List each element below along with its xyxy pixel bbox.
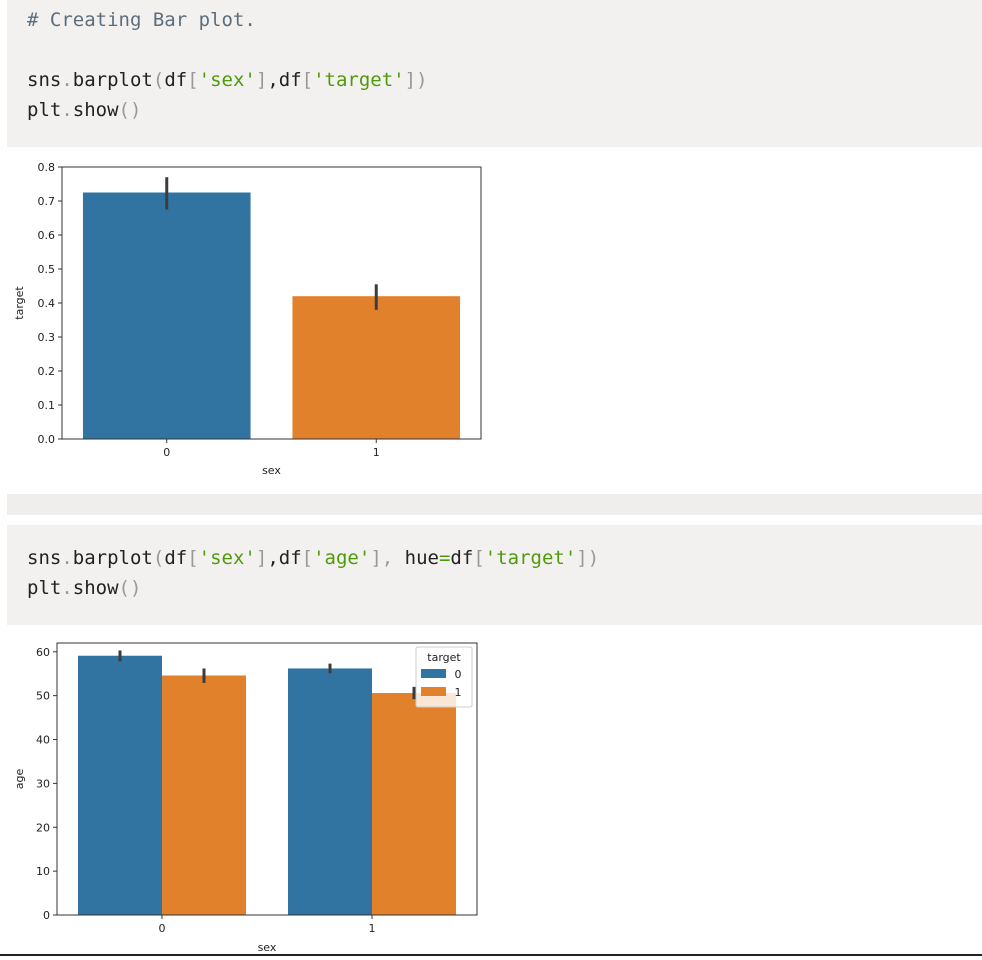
bar-sex-0-target-0 — [78, 655, 162, 915]
code-comment: # Creating Bar plot. — [27, 9, 256, 31]
y-tick-label: 0.1 — [38, 399, 56, 412]
plot-frame — [61, 166, 482, 440]
bar-0 — [82, 192, 251, 439]
x-tick-label-1: 1 — [373, 446, 380, 459]
y-tick-label: 0.0 — [38, 433, 56, 446]
bar-1 — [292, 296, 461, 439]
bar-sex-0-target-1 — [162, 675, 246, 915]
code-line-show-2: plt.show() — [27, 577, 142, 599]
y-tick-label: 0.4 — [38, 297, 56, 310]
bar-sex-1-target-1 — [372, 693, 456, 915]
x-tick-label-1: 1 — [369, 922, 376, 935]
y-tick-label: 40 — [36, 734, 50, 747]
legend-title: target — [427, 651, 461, 664]
code-cell-hue-bar-plot[interactable]: sns.barplot(df['sex'],df['age'], hue=df[… — [7, 525, 982, 625]
y-tick-label: 10 — [36, 865, 50, 878]
y-tick-label: 0.3 — [38, 331, 56, 344]
legend-swatch-0 — [421, 669, 446, 678]
y-tick-label: 60 — [36, 646, 50, 659]
code-line-barplot-hue: sns.barplot(df['sex'],df['age'], hue=df[… — [27, 547, 600, 569]
legend-label-1: 1 — [455, 686, 462, 699]
y-tick-label: 0.5 — [38, 263, 56, 276]
y-axis-label: target — [13, 286, 26, 320]
x-tick-label-0: 0 — [163, 446, 170, 459]
y-axis-label: age — [13, 769, 26, 790]
bar-chart-target-by-sex: 0 1 0.0 0.1 0.2 0.3 0.4 0.5 0.6 0.7 0.8 sex target — [7, 158, 487, 487]
y-tick-label: 0.7 — [38, 195, 56, 208]
y-tick-label: 0.8 — [38, 161, 56, 174]
bar-sex-1-target-0 — [288, 668, 372, 915]
x-tick-label-0: 0 — [159, 922, 166, 935]
y-tick-label: 30 — [36, 777, 50, 790]
cell-divider — [7, 494, 982, 515]
x-axis-label: sex — [258, 941, 277, 954]
legend-swatch-1 — [421, 687, 446, 696]
y-tick-label: 0.2 — [38, 365, 56, 378]
x-axis-label: sex — [262, 464, 281, 477]
code-line-barplot: sns.barplot(df['sex'],df['target']) — [27, 69, 428, 91]
plot-frame — [56, 642, 478, 916]
bottom-border — [0, 954, 982, 956]
bar-chart-age-by-sex-hue-target: 0 1 0 10 20 30 40 50 60 sex age target 0 1 — [7, 638, 487, 960]
y-tick-label: 0.6 — [38, 229, 56, 242]
y-tick-label: 0 — [43, 909, 50, 922]
y-tick-label: 20 — [36, 821, 50, 834]
y-tick-label: 50 — [36, 690, 50, 703]
code-cell-bar-plot[interactable]: # Creating Bar plot. sns.barplot(df['sex… — [7, 0, 982, 147]
code-line-show: plt.show() — [27, 99, 142, 121]
legend-label-0: 0 — [455, 668, 462, 681]
